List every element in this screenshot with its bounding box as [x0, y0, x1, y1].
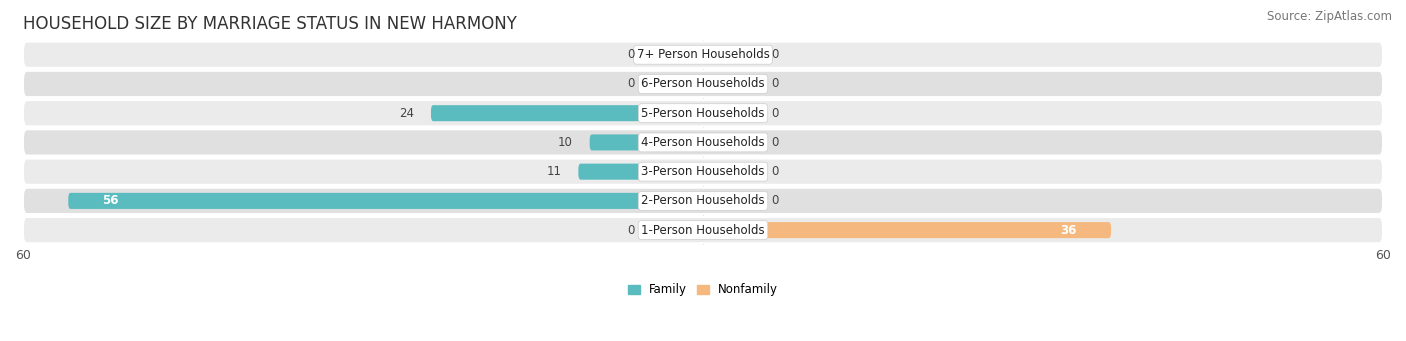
Text: 5-Person Households: 5-Person Households	[641, 107, 765, 120]
Text: 4-Person Households: 4-Person Households	[641, 136, 765, 149]
Text: 3-Person Households: 3-Person Households	[641, 165, 765, 178]
Text: 0: 0	[770, 194, 779, 207]
FancyBboxPatch shape	[432, 105, 703, 121]
FancyBboxPatch shape	[652, 47, 703, 63]
FancyBboxPatch shape	[22, 188, 1384, 214]
Text: Source: ZipAtlas.com: Source: ZipAtlas.com	[1267, 10, 1392, 23]
FancyBboxPatch shape	[578, 164, 703, 180]
Text: 0: 0	[627, 224, 636, 237]
Text: 24: 24	[399, 107, 413, 120]
Text: 11: 11	[547, 165, 561, 178]
Text: 0: 0	[770, 77, 779, 90]
Text: 1-Person Households: 1-Person Households	[641, 224, 765, 237]
Text: 2-Person Households: 2-Person Households	[641, 194, 765, 207]
FancyBboxPatch shape	[703, 76, 754, 92]
FancyBboxPatch shape	[703, 193, 754, 209]
Text: 0: 0	[770, 107, 779, 120]
Text: 0: 0	[770, 136, 779, 149]
FancyBboxPatch shape	[22, 71, 1384, 97]
Text: 0: 0	[627, 77, 636, 90]
Text: 36: 36	[1060, 224, 1077, 237]
FancyBboxPatch shape	[703, 47, 754, 63]
Text: 7+ Person Households: 7+ Person Households	[637, 48, 769, 61]
FancyBboxPatch shape	[703, 164, 754, 180]
FancyBboxPatch shape	[652, 76, 703, 92]
Text: 6-Person Households: 6-Person Households	[641, 77, 765, 90]
FancyBboxPatch shape	[703, 222, 1111, 238]
FancyBboxPatch shape	[22, 159, 1384, 185]
Text: 56: 56	[103, 194, 118, 207]
Text: 0: 0	[627, 48, 636, 61]
Text: 10: 10	[558, 136, 572, 149]
FancyBboxPatch shape	[703, 134, 754, 150]
Text: 0: 0	[770, 165, 779, 178]
Text: HOUSEHOLD SIZE BY MARRIAGE STATUS IN NEW HARMONY: HOUSEHOLD SIZE BY MARRIAGE STATUS IN NEW…	[22, 15, 517, 33]
FancyBboxPatch shape	[22, 100, 1384, 127]
FancyBboxPatch shape	[652, 222, 703, 238]
Text: 0: 0	[770, 48, 779, 61]
FancyBboxPatch shape	[22, 42, 1384, 68]
FancyBboxPatch shape	[703, 105, 754, 121]
FancyBboxPatch shape	[22, 217, 1384, 243]
FancyBboxPatch shape	[69, 193, 703, 209]
Legend: Family, Nonfamily: Family, Nonfamily	[628, 283, 778, 296]
FancyBboxPatch shape	[589, 134, 703, 150]
FancyBboxPatch shape	[22, 129, 1384, 155]
